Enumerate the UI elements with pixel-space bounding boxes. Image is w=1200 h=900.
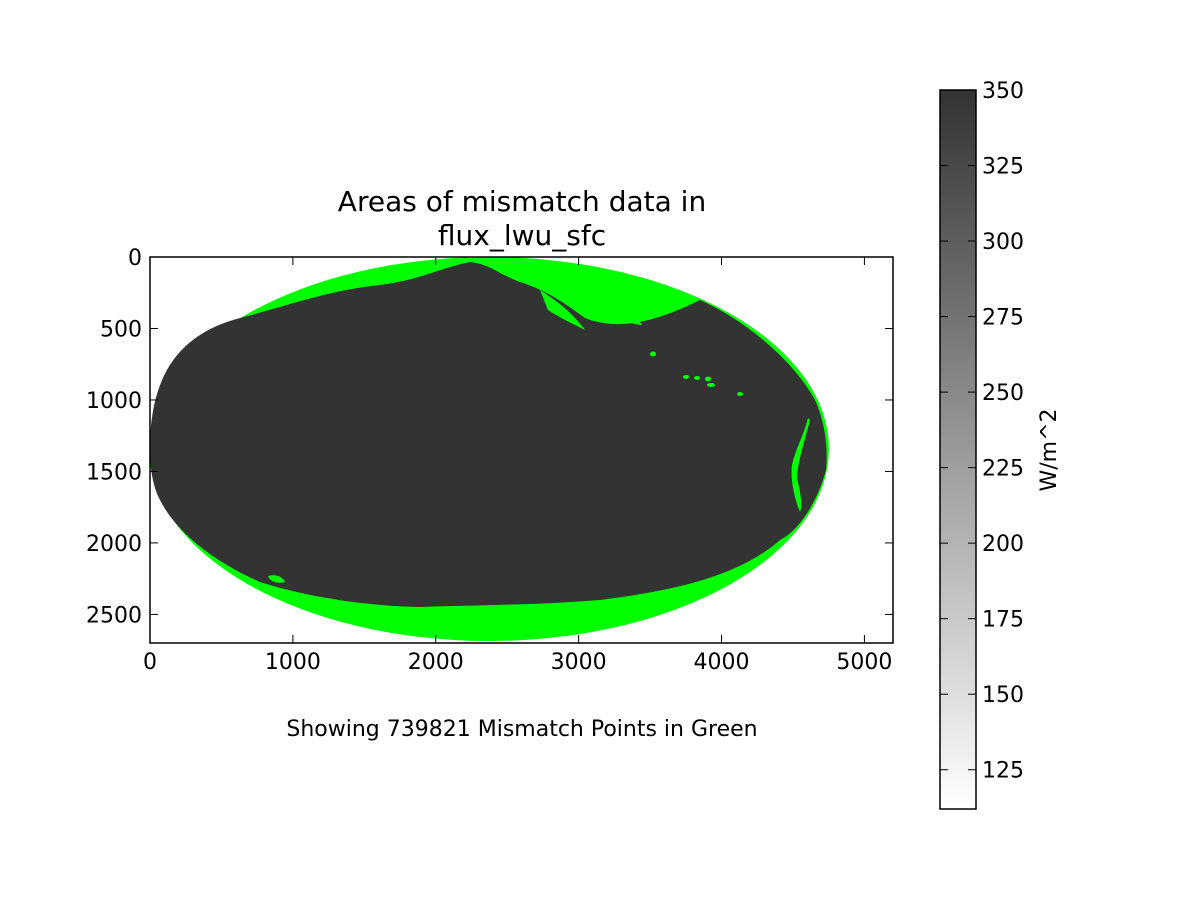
colorbar-tick-label: 250 [982, 381, 1024, 406]
x-axis: 0 1000 2000 3000 4000 5000 [143, 257, 892, 675]
chart-title-line1: Areas of mismatch data in [338, 185, 706, 218]
mismatch-island-5 [707, 383, 715, 387]
x-tick-label: 4000 [694, 650, 750, 675]
mismatch-patch-north-1 [540, 290, 585, 330]
colorbar-tick-label: 175 [982, 608, 1024, 633]
mismatch-island-1 [650, 351, 656, 357]
colorbar-tick-label: 225 [982, 457, 1024, 482]
x-tick-label: 0 [143, 650, 157, 675]
x-tick-label: 2000 [408, 650, 464, 675]
x-tick-label: 1000 [265, 650, 321, 675]
data-region [150, 262, 827, 607]
colorbar-tick-label: 275 [982, 306, 1024, 331]
x-tick-label: 3000 [551, 650, 607, 675]
colorbar-tick-label: 300 [982, 230, 1024, 255]
y-tick-label: 2500 [86, 603, 142, 628]
colorbar-label: W/m^2 [1037, 408, 1062, 491]
mismatch-patch-north-2 [615, 310, 642, 325]
y-tick-label: 1500 [86, 460, 142, 485]
mismatch-patch-east-coast [791, 418, 810, 512]
plot-area [150, 257, 829, 641]
y-tick-label: 500 [100, 317, 142, 342]
mismatch-island-2 [683, 375, 689, 379]
colorbar-tick-label: 350 [982, 79, 1024, 104]
mismatch-patch-south-west [268, 575, 285, 583]
colorbar [939, 89, 977, 810]
axes-frame [149, 256, 894, 644]
mismatch-island-6 [737, 392, 743, 396]
mismatch-island-3 [694, 376, 700, 380]
y-tick-label: 0 [128, 246, 142, 271]
colorbar-axis: 125 150 175 200 225 250 275 300 325 350 [940, 79, 1024, 784]
colorbar-tick-label: 150 [982, 683, 1024, 708]
y-tick-label: 2000 [86, 532, 142, 557]
mismatch-island-4 [705, 376, 711, 382]
colorbar-tick-label: 200 [982, 532, 1024, 557]
y-tick-label: 1000 [86, 389, 142, 414]
colorbar-tick-label: 125 [982, 759, 1024, 784]
x-tick-label: 5000 [836, 650, 892, 675]
chart-title-line2: flux_lwu_sfc [438, 219, 606, 252]
colorbar-tick-label: 325 [982, 155, 1024, 180]
y-axis: 0 500 1000 1500 2000 2500 [86, 246, 893, 628]
mismatch-caption: Showing 739821 Mismatch Points in Green [286, 717, 757, 742]
